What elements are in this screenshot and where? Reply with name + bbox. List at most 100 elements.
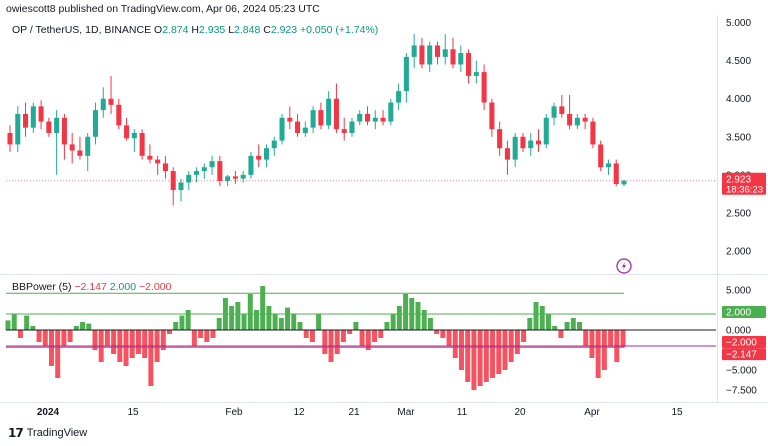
bbpower-bar [471, 330, 477, 390]
bbpower-bar [459, 330, 464, 370]
candle-body [263, 148, 270, 160]
bbpower-bar [148, 330, 154, 386]
candle-body [551, 106, 557, 118]
bbpower-bar [322, 330, 328, 354]
candle-body [590, 121, 596, 145]
bbpower-bar [191, 330, 197, 346]
candle-body [442, 49, 448, 57]
bbpower-bar [49, 330, 54, 366]
bbpower-bar [365, 330, 371, 350]
candle-body [427, 45, 433, 65]
candle-body [194, 171, 200, 175]
bbpower-bar [309, 330, 315, 342]
bbpower-bar [173, 322, 179, 330]
tradingview-logo-icon: 𝟭𝟳 [8, 426, 24, 440]
candle-body [434, 45, 440, 57]
lightning-icon [616, 258, 632, 274]
price-tick-label: 2.000 [726, 246, 751, 257]
high-value: 2.935 [198, 24, 226, 36]
candle-body [69, 144, 75, 151]
bbpower-bar [135, 330, 141, 354]
bbpower-bar [229, 306, 235, 330]
candle-body [574, 117, 580, 126]
bbpower-bar [160, 330, 166, 350]
candle-body [248, 155, 254, 175]
candle-body [318, 110, 324, 126]
candle-body [85, 136, 91, 156]
bbpower-bar [558, 330, 564, 338]
candle-body [613, 163, 619, 184]
candle-body [466, 53, 472, 76]
candle-body [388, 102, 394, 122]
indicator-value-badge [722, 306, 766, 318]
bbpower-bar [303, 330, 309, 338]
indicator-badge-label: −2.147 [726, 350, 757, 361]
high-label: H [191, 24, 199, 36]
bbpower-bar [86, 323, 92, 330]
indicator-upper: 2.000 [109, 281, 137, 293]
candle-body [295, 121, 301, 133]
bbpower-bar [30, 326, 36, 330]
bbpower-bar [545, 314, 551, 330]
candle-body [489, 102, 495, 130]
bbpower-bar [185, 310, 191, 330]
bbpower-bar [570, 318, 576, 330]
price-tick-label: 3.500 [726, 132, 751, 143]
bbpower-bar [179, 315, 185, 330]
bbpower-bar [347, 330, 353, 334]
candle-body [225, 176, 231, 181]
publish-text: owiescott8 published on TradingView.com,… [6, 3, 320, 15]
bbpower-bar [452, 330, 458, 358]
bbpower-bar [527, 318, 533, 330]
bbpower-bar [104, 330, 110, 346]
time-tick-label: 15 [127, 407, 139, 418]
indicator-legend: BBPower (5) −2.147 2.000 −2.000 [12, 281, 171, 293]
close-value: 2.923 [270, 24, 298, 36]
candle-body [473, 72, 479, 76]
candle-body [380, 117, 386, 122]
publish-info: owiescott8 published on TradingView.com,… [6, 3, 320, 15]
candle-body [77, 150, 83, 156]
candle-body [256, 155, 262, 160]
bbpower-bar [260, 286, 266, 330]
candle-body [271, 140, 277, 149]
bbpower-bar [396, 306, 402, 330]
candle-body [46, 121, 52, 133]
bbpower-bar [490, 330, 496, 378]
time-tick-label: Feb [225, 407, 243, 418]
bbpower-bar [278, 318, 284, 330]
bbpower-bar [316, 314, 322, 330]
candle-body [147, 155, 153, 160]
candle-body [124, 125, 130, 139]
candle-body [396, 91, 402, 103]
time-tick-label: 21 [348, 407, 360, 418]
candle-body [287, 117, 293, 122]
candle-body [458, 53, 464, 65]
time-tick-label: Mar [397, 407, 415, 418]
candle-body [302, 127, 308, 133]
bbpower-bar [92, 330, 98, 350]
open-label: O [154, 24, 163, 36]
candle-body [497, 129, 503, 149]
candle-body [520, 136, 526, 149]
bbpower-bar [340, 330, 346, 342]
indicator-value-badge [722, 336, 766, 348]
indicator-value-badge [722, 348, 766, 361]
bbpower-bar [446, 330, 452, 346]
bbpower-bar [210, 330, 216, 338]
last-price-badge [722, 172, 766, 195]
bbpower-bar [142, 330, 148, 358]
candle-body [364, 113, 371, 122]
last-price-label: 2.923 [726, 175, 751, 186]
bbpower-bar [291, 314, 297, 330]
bbpower-bar [583, 330, 589, 346]
candle-body [240, 174, 246, 179]
candle-body [528, 140, 534, 149]
candle-body [131, 132, 137, 139]
indicator-badge-label: 2.000 [726, 308, 751, 319]
candle-body [349, 121, 355, 133]
candle-body [15, 113, 21, 145]
bbpower-bar [198, 330, 204, 338]
bbpower-bar [384, 322, 390, 330]
candle-body [512, 136, 518, 160]
